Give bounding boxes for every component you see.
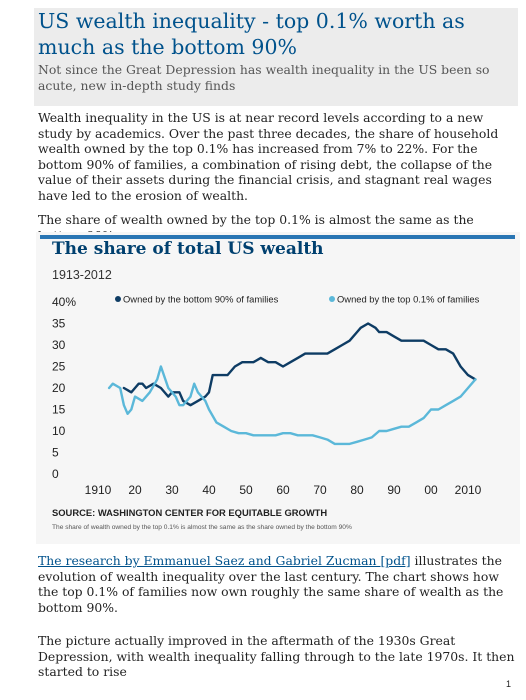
- x-tick-label: 30: [165, 483, 179, 497]
- x-tick-label: 90: [387, 483, 401, 497]
- y-tick-label: 25: [52, 360, 66, 374]
- y-tick-label: 20: [52, 381, 66, 395]
- y-tick-label: 40%: [52, 295, 76, 309]
- x-tick-label: 70: [313, 483, 327, 497]
- research-paragraph: The research by Emmanuel Saez and Gabrie…: [38, 553, 516, 615]
- y-tick-label: 30: [52, 338, 66, 352]
- x-axis-ticks: 1910 20 30 40 50 60 70 80 90 00 2010: [85, 483, 482, 497]
- x-tick-label: 2010: [455, 483, 482, 497]
- x-tick-label: 20: [128, 483, 142, 497]
- chart-legend: Owned by the bottom 90% of families Owned…: [115, 294, 480, 305]
- chart-accent-bar: [40, 235, 515, 239]
- legend-label: Owned by the bottom 90% of families: [123, 294, 279, 305]
- y-tick-label: 15: [52, 403, 66, 417]
- chart-caption: The share of wealth owned by the top 0.1…: [52, 524, 352, 531]
- chart-series: [107, 322, 477, 446]
- y-tick-label: 10: [52, 424, 66, 438]
- legend-label: Owned by the top 0.1% of families: [337, 294, 480, 305]
- x-tick-label: 1910: [85, 483, 112, 497]
- article-headline: US wealth inequality - top 0.1% worth as…: [38, 9, 465, 59]
- y-tick-label: 5: [52, 446, 59, 460]
- research-paragraph-text: illustrates the evolution of wealth ineq…: [38, 553, 504, 615]
- x-tick-label: 00: [424, 483, 438, 497]
- series-line: [122, 322, 477, 407]
- chart-subtitle: 1913-2012: [52, 268, 112, 282]
- chart-source: SOURCE: WASHINGTON CENTER FOR EQUITABLE …: [52, 507, 328, 518]
- chart-panel: [36, 232, 520, 544]
- paragraph-4: The picture actually improved in the aft…: [38, 633, 515, 679]
- article-standfirst: Not since the Great Depression has wealt…: [38, 62, 490, 93]
- x-tick-label: 40: [202, 483, 216, 497]
- x-tick-label: 80: [350, 483, 364, 497]
- y-axis-ticks: 40% 35 30 25 20 15 10 5 0: [52, 295, 76, 481]
- legend-marker: [329, 296, 335, 302]
- x-tick-label: 60: [276, 483, 290, 497]
- y-tick-label: 35: [52, 317, 66, 331]
- series-line: [107, 365, 477, 446]
- x-tick-label: 50: [239, 483, 253, 497]
- y-tick-label: 0: [52, 467, 59, 481]
- research-link[interactable]: The research by Emmanuel Saez and Gabrie…: [38, 553, 411, 568]
- legend-marker: [115, 296, 121, 302]
- paragraph-1: Wealth inequality in the US is at near r…: [38, 110, 499, 203]
- article-header-background: [34, 8, 518, 106]
- page-number: 1: [506, 679, 512, 689]
- chart-title: The share of total US wealth: [52, 239, 324, 259]
